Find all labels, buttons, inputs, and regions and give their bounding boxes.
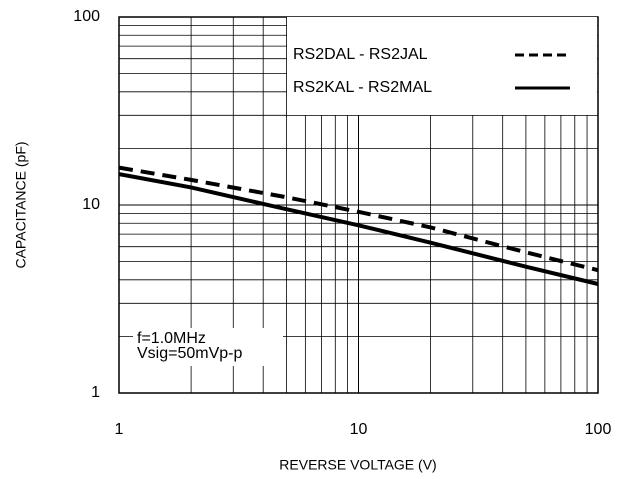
x-tick-label: 10 (350, 421, 368, 438)
x-tick-label: 100 (585, 421, 612, 438)
x-tick-label: 1 (115, 421, 124, 438)
annotation-box (133, 328, 283, 366)
legend-label: RS2KAL - RS2MAL (293, 79, 432, 96)
annotation: Vsig=50mVp-p (137, 345, 242, 362)
x-axis-label: REVERSE VOLTAGE (V) (279, 457, 436, 473)
y-tick-label: 1 (91, 384, 100, 401)
legend-box (287, 17, 597, 115)
series-line (118, 165, 599, 273)
y-tick-label: 10 (82, 196, 100, 213)
y-axis-label: CAPACITANCE (pF) (13, 141, 29, 268)
y-tick-label: 100 (73, 8, 100, 25)
legend-label: RS2DAL - RS2JAL (293, 46, 428, 63)
series-line (118, 172, 599, 286)
annotation: f=1.0MHz (137, 330, 206, 347)
